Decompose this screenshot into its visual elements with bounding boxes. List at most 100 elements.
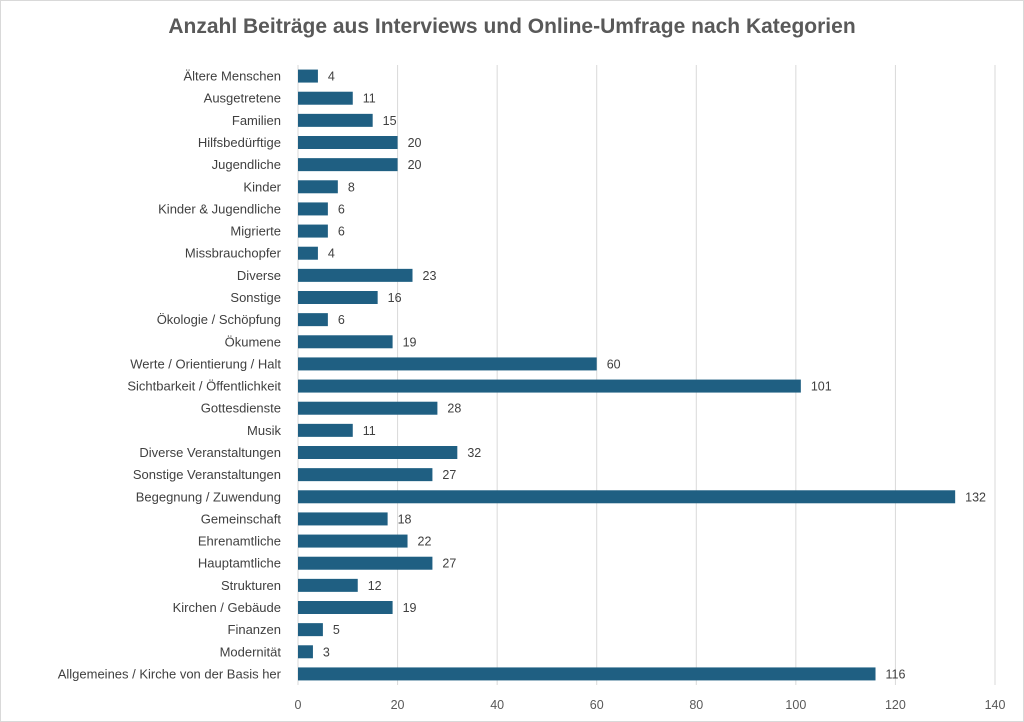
bar bbox=[298, 224, 328, 238]
category-label: Kinder & Jugendliche bbox=[158, 201, 281, 216]
data-label: 19 bbox=[403, 335, 417, 349]
category-label: Ökologie / Schöpfung bbox=[157, 312, 281, 327]
data-label: 6 bbox=[338, 202, 345, 216]
category-label: Kirchen / Gebäude bbox=[173, 600, 281, 615]
bar bbox=[298, 136, 398, 149]
category-label: Begegnung / Zuwendung bbox=[136, 489, 281, 504]
x-axis-tick-labels: 0 20 40 60 80 100 120 140 bbox=[295, 698, 1006, 712]
category-label: Diverse Veranstaltungen bbox=[139, 445, 281, 460]
bar bbox=[298, 423, 353, 437]
category-label: Ältere Menschen bbox=[183, 69, 281, 84]
bar bbox=[298, 468, 433, 482]
data-label: 4 bbox=[328, 70, 335, 84]
bar bbox=[298, 667, 876, 681]
category-label: Kinder bbox=[243, 179, 281, 194]
category-label: Modernität bbox=[220, 644, 282, 659]
category-label: Allgemeines / Kirche von der Basis her bbox=[58, 666, 282, 681]
category-label: Diverse bbox=[237, 268, 281, 283]
bar bbox=[298, 357, 597, 371]
data-label: 132 bbox=[965, 490, 986, 504]
bar bbox=[298, 69, 318, 83]
data-label: 27 bbox=[442, 557, 456, 571]
bar bbox=[298, 578, 358, 592]
value-labels: 4111520208664231661960101281132271321822… bbox=[323, 70, 986, 682]
category-label: Sichtbarkeit / Öffentlichkeit bbox=[127, 379, 281, 394]
bar bbox=[298, 556, 433, 570]
data-label: 15 bbox=[383, 114, 397, 128]
bar bbox=[298, 158, 398, 172]
bar bbox=[298, 180, 338, 194]
bar bbox=[298, 379, 801, 393]
bar bbox=[298, 446, 458, 459]
category-label: Migrierte bbox=[230, 224, 281, 239]
bar bbox=[298, 268, 413, 282]
category-label: Familien bbox=[232, 113, 281, 128]
category-label: Gottesdienste bbox=[201, 401, 281, 416]
data-label: 6 bbox=[338, 225, 345, 239]
category-label: Missbrauchopfer bbox=[185, 246, 282, 261]
data-label: 28 bbox=[447, 402, 461, 416]
category-label: Hilfsbedürftige bbox=[198, 135, 281, 150]
category-label: Gemeinschaft bbox=[201, 511, 282, 526]
bar bbox=[298, 601, 393, 614]
category-label: Finanzen bbox=[228, 622, 281, 637]
bar bbox=[298, 113, 373, 127]
chart-title: Anzahl Beiträge aus Interviews und Onlin… bbox=[168, 15, 856, 38]
data-label: 6 bbox=[338, 313, 345, 327]
bar bbox=[298, 291, 378, 304]
x-tick-label: 80 bbox=[689, 698, 703, 712]
category-label: Hauptamtliche bbox=[198, 556, 281, 571]
data-label: 18 bbox=[398, 512, 412, 526]
data-label: 12 bbox=[368, 579, 382, 593]
bars bbox=[298, 69, 956, 681]
x-tick-label: 40 bbox=[490, 698, 504, 712]
bar bbox=[298, 202, 328, 216]
data-label: 19 bbox=[403, 601, 417, 615]
x-tick-label: 20 bbox=[391, 698, 405, 712]
data-label: 20 bbox=[408, 158, 422, 172]
data-label: 5 bbox=[333, 623, 340, 637]
data-label: 116 bbox=[886, 667, 906, 681]
data-label: 32 bbox=[467, 446, 481, 460]
data-label: 22 bbox=[418, 535, 432, 549]
bar bbox=[298, 490, 956, 504]
bar bbox=[298, 91, 353, 105]
category-label: Ausgetretene bbox=[204, 91, 281, 106]
x-tick-label: 120 bbox=[885, 698, 906, 712]
data-label: 3 bbox=[323, 645, 330, 659]
x-tick-label: 100 bbox=[785, 698, 806, 712]
category-label: Jugendliche bbox=[212, 157, 281, 172]
data-label: 8 bbox=[348, 180, 355, 194]
data-label: 11 bbox=[363, 424, 376, 438]
bar bbox=[298, 623, 323, 637]
data-label: 20 bbox=[408, 136, 422, 150]
category-label: Strukturen bbox=[221, 578, 281, 593]
bar bbox=[298, 313, 328, 327]
bar bbox=[298, 534, 408, 548]
category-label: Ehrenamtliche bbox=[198, 534, 281, 549]
x-tick-label: 0 bbox=[295, 698, 302, 712]
category-label: Musik bbox=[247, 423, 281, 438]
data-label: 11 bbox=[363, 92, 376, 106]
data-label: 27 bbox=[442, 468, 456, 482]
data-label: 16 bbox=[388, 291, 402, 305]
gridlines bbox=[297, 65, 996, 685]
bar bbox=[298, 512, 388, 526]
category-label: Sonstige Veranstaltungen bbox=[133, 467, 281, 482]
data-label: 4 bbox=[328, 247, 335, 261]
data-label: 23 bbox=[423, 269, 437, 283]
category-label: Sonstige bbox=[230, 290, 281, 305]
x-tick-label: 140 bbox=[985, 698, 1006, 712]
data-label: 60 bbox=[607, 357, 621, 371]
bar bbox=[298, 246, 318, 260]
bar bbox=[298, 645, 313, 659]
bar bbox=[298, 401, 438, 415]
category-label: Ökumene bbox=[225, 334, 281, 349]
data-label: 101 bbox=[811, 380, 832, 394]
category-labels: Ältere Menschen Ausgetretene Familien Hilfs… bbox=[58, 69, 282, 682]
bar bbox=[298, 335, 393, 349]
x-tick-label: 60 bbox=[590, 698, 604, 712]
category-label: Werte / Orientierung / Halt bbox=[130, 356, 281, 371]
